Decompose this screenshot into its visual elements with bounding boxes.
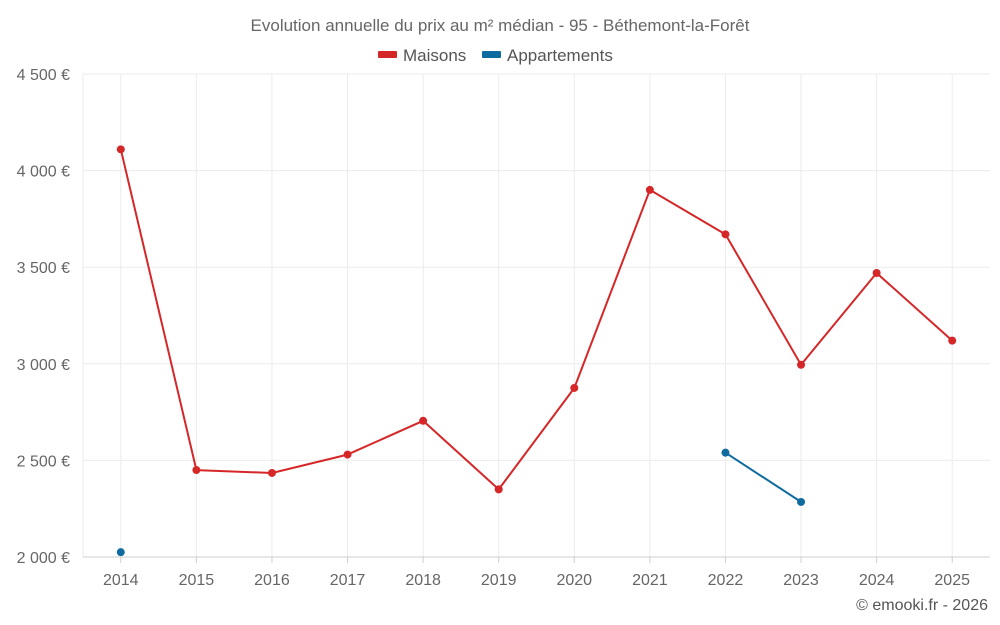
data-point-maisons-2022[interactable]	[721, 230, 730, 239]
data-point-maisons-2021[interactable]	[645, 185, 654, 194]
series-appartements	[116, 448, 806, 557]
series-line-maisons	[119, 149, 953, 491]
credit-text: © emooki.fr - 2026	[856, 597, 988, 614]
data-point-maisons-2015[interactable]	[192, 466, 201, 475]
x-tick-label: 2019	[481, 572, 517, 589]
data-point-maisons-2020[interactable]	[570, 383, 579, 392]
legend-swatch-maisons[interactable]	[378, 51, 397, 58]
data-point-maisons-2018[interactable]	[419, 416, 428, 425]
data-point-maisons-2014[interactable]	[116, 145, 125, 154]
legend: Maisons Appartements	[378, 46, 613, 65]
series	[116, 145, 957, 557]
data-point-maisons-2024[interactable]	[872, 268, 881, 277]
x-tick-label: 2025	[934, 572, 970, 589]
x-tick-label: 2018	[405, 572, 441, 589]
x-tick-label: 2023	[783, 572, 819, 589]
x-tick-label: 2021	[632, 572, 668, 589]
y-tick-label: 2 500 €	[17, 453, 70, 470]
data-point-appartements-2014[interactable]	[116, 548, 125, 557]
x-tick-label: 2015	[179, 572, 215, 589]
data-point-appartements-2023[interactable]	[797, 497, 806, 506]
x-tick-label: 2014	[103, 572, 139, 589]
legend-swatch-appartements[interactable]	[482, 51, 501, 58]
x-tick-label: 2024	[859, 572, 895, 589]
x-tick-label: 2020	[556, 572, 592, 589]
data-point-appartements-2022[interactable]	[721, 448, 730, 457]
legend-label-appartements[interactable]: Appartements	[507, 46, 613, 65]
series-line-appartements	[724, 451, 802, 503]
data-point-maisons-2017[interactable]	[343, 450, 352, 459]
legend-label-maisons[interactable]: Maisons	[403, 46, 466, 65]
x-tick-label: 2022	[708, 572, 744, 589]
data-point-maisons-2019[interactable]	[494, 485, 503, 494]
data-point-maisons-2016[interactable]	[267, 468, 276, 477]
axes: 2 000 € 2 500 € 3 000 € 3 500 € 4 000 € 4 500…	[17, 67, 990, 589]
data-point-maisons-2025[interactable]	[948, 336, 957, 345]
series-maisons	[116, 145, 957, 494]
y-tick-label: 2 000 €	[17, 550, 70, 567]
y-tick-label: 4 500 €	[17, 67, 70, 84]
data-point-maisons-2023[interactable]	[797, 360, 806, 369]
x-tick-label: 2016	[254, 572, 290, 589]
y-tick-label: 3 000 €	[17, 357, 70, 374]
chart-title: Evolution annuelle du prix au m² médian …	[251, 16, 750, 35]
x-tick-label: 2017	[330, 572, 366, 589]
y-tick-label: 4 000 €	[17, 164, 70, 181]
grid	[82, 73, 990, 557]
y-tick-label: 3 500 €	[17, 260, 70, 277]
